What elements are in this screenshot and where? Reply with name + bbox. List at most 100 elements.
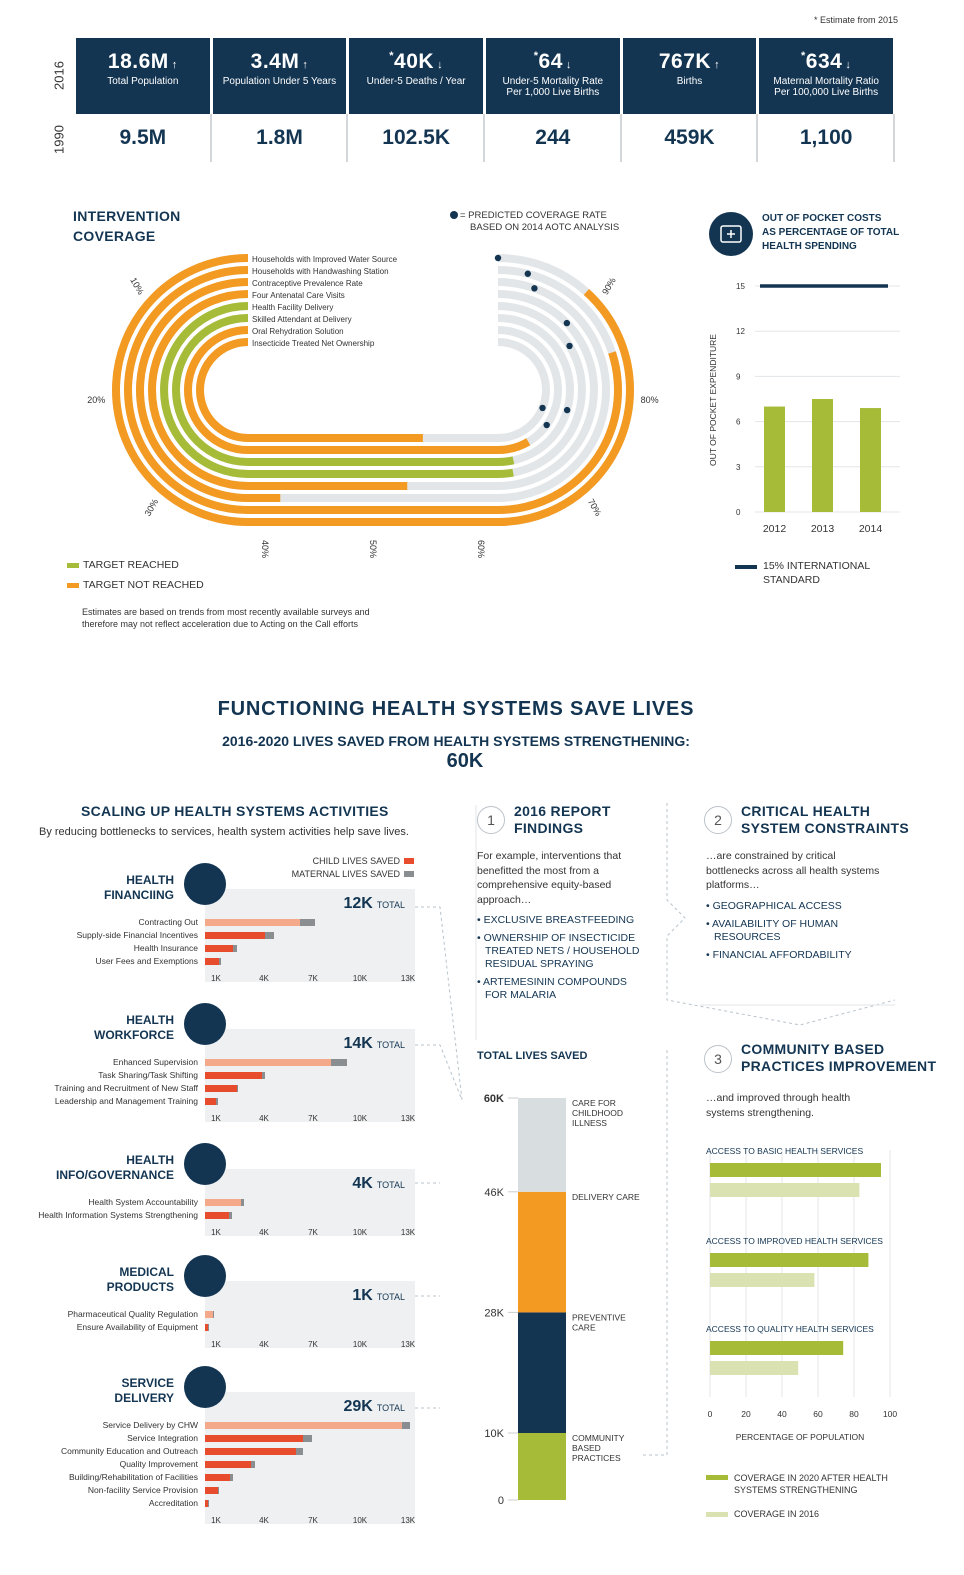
- scaling-total-word: TOTAL: [376, 1180, 405, 1190]
- coverage-2020-bar: [710, 1341, 844, 1355]
- scaling-category-icon: [184, 1003, 226, 1045]
- scaling-total: 12K TOTAL: [300, 895, 405, 913]
- scaling-category-name-2: WORKFORCE: [94, 1028, 174, 1042]
- maternal-lives-bar: [236, 1085, 239, 1092]
- maternal-lives-bar: [228, 1212, 232, 1219]
- predicted-dot-icon: [450, 211, 458, 219]
- child-lives-bar: [205, 1072, 262, 1079]
- lives-y-tick: 46K: [484, 1187, 504, 1199]
- scaling-category-icon: [184, 1366, 226, 1408]
- bullet-line: • FINANCIAL AFFORDABILITY: [706, 948, 852, 961]
- maternal-lives-bar: [230, 1474, 234, 1481]
- scaling-item-label: Training and Recruitment of New Staff: [54, 1083, 198, 1093]
- stat-value-1990: 1,100: [759, 114, 895, 162]
- intro-line: platforms…: [706, 879, 760, 891]
- child-lives-bar: [205, 1448, 297, 1455]
- maternal-lives-bar: [296, 1448, 303, 1455]
- maternal-lives-bar: [219, 958, 221, 965]
- scaling-axis-tick: 4K: [259, 1228, 269, 1237]
- scaling-category-name-2: INFO/GOVERNANCE: [55, 1168, 174, 1182]
- predicted-coverage-dot: [494, 254, 502, 262]
- oop-chart: 0 3 6 9 12 15 OUT OF POCKET EXPENDITURE 2012 201…: [708, 282, 900, 535]
- scaling-subtitle: By reducing bottlenecks to services, hea…: [39, 826, 409, 838]
- health-systems-subtitle: 2016-2020 LIVES SAVED FROM HEALTH SYSTEM…: [222, 733, 690, 749]
- community-title-1: COMMUNITY BASED: [741, 1041, 885, 1057]
- oop-y-tick: 9: [736, 372, 741, 381]
- stat-value-1990: 9.5M: [76, 114, 212, 162]
- scaling-axis-tick: 7K: [308, 974, 318, 983]
- scaling-item-label: Pharmaceutical Quality Regulation: [67, 1309, 198, 1319]
- scaling-category-name-2: PRODUCTS: [106, 1280, 174, 1294]
- findings-title-1: 2016 REPORT: [514, 803, 611, 819]
- stat-value-2016: 767K ↑: [623, 50, 757, 74]
- oop-legend-swatch: [735, 565, 757, 569]
- scaling-axis-tick: 1K: [211, 1228, 221, 1237]
- legend-maternal-label: MATERNAL LIVES SAVED: [291, 869, 400, 879]
- lives-segment-label-line: ILLNESS: [572, 1118, 607, 1128]
- stat-value: 767K: [658, 50, 712, 73]
- trend-arrow-icon: ↑: [302, 59, 309, 71]
- stat-value: 64: [538, 50, 563, 73]
- scaling-category-name-2: DELIVERY: [114, 1391, 174, 1405]
- scaling-total-word: TOTAL: [376, 1403, 405, 1413]
- intervention-track-chart: Households with Improved Water Source Hou…: [87, 254, 659, 558]
- scaling-total: 1K TOTAL: [300, 1287, 405, 1305]
- coverage-2016-bar: [710, 1361, 799, 1375]
- scaling-item-label: Supply-side Financial Incentives: [76, 930, 198, 940]
- scaling-category-name-2: FINANCIING: [104, 888, 174, 902]
- scaling-axis-tick: 10K: [352, 1340, 368, 1349]
- scaling-total-value: 12K: [343, 895, 373, 912]
- intro-line: bottlenecks across all health systems: [706, 864, 880, 877]
- legend-reached-swatch: [67, 563, 79, 568]
- child-lives-bar: [205, 1461, 251, 1468]
- maternal-lives-bar: [302, 1435, 313, 1442]
- track-label: Households with Improved Water Source: [252, 255, 398, 264]
- scaling-item-label: Community Education and Outreach: [60, 1446, 198, 1456]
- estimate-marker: *: [389, 50, 395, 62]
- community-category-label: ACCESS TO QUALITY HEALTH SERVICES: [706, 1324, 874, 1334]
- maternal-lives-bar: [250, 1461, 256, 1468]
- scaling-axis-tick: 4K: [259, 974, 269, 983]
- scaling-total-word: TOTAL: [376, 1292, 405, 1302]
- stat-value-2016: 3.4M ↑: [213, 50, 347, 74]
- scaling-category-icon: [184, 1255, 226, 1297]
- oop-y-tick: 15: [736, 282, 745, 291]
- lives-segment-label-line: PRACTICES: [572, 1453, 621, 1463]
- oop-x-label: 2014: [859, 523, 883, 535]
- scaling-total: 14K TOTAL: [300, 1035, 405, 1053]
- scaling-category-icon: [184, 863, 226, 905]
- stat-label: Under-5 Mortality Rate: [502, 76, 604, 87]
- oop-bar: [860, 408, 881, 512]
- estimate-marker: *: [533, 50, 539, 62]
- oop-y-tick: 0: [736, 508, 741, 517]
- stat-card-2016: *64 ↓ Under-5 Mortality Rate Per 1,000 Live…: [486, 38, 620, 114]
- child-lives-bar: [205, 1474, 231, 1481]
- scaling-item-label: User Fees and Exemptions: [95, 956, 198, 966]
- constraints-number: 2: [704, 806, 732, 834]
- legend-not-swatch: [67, 583, 79, 588]
- legend-2020-line-2: SYSTEMS STRENGTHENING: [734, 1485, 858, 1495]
- scaling-category-name-1: MEDICAL: [119, 1265, 174, 1279]
- community-title-2: PRACTICES IMPROVEMENT: [741, 1058, 937, 1074]
- coverage-footnote-2: therefore may not reflect acceleration d…: [82, 619, 358, 629]
- predicted-coverage-dot: [563, 406, 571, 414]
- scaling-item-label: Service Delivery by CHW: [102, 1420, 198, 1430]
- coverage-2016-bar: [710, 1273, 815, 1287]
- track-coverage-bar: [136, 278, 610, 502]
- coverage-2020-bar: [710, 1253, 869, 1267]
- stat-card-2016: 767K ↑ Births: [622, 38, 757, 114]
- health-systems-title: FUNCTIONING HEALTH SYSTEMS SAVE LIVES: [217, 698, 695, 720]
- bullet-line: • ARTEMESININ COMPOUNDS: [477, 976, 627, 988]
- child-lives-bar: [205, 919, 300, 926]
- stat-value-1990: 244: [486, 114, 622, 162]
- lives-segment-label: DELIVERY CARE: [572, 1192, 640, 1202]
- intro-line: For example, interventions that: [477, 850, 622, 862]
- child-lives-bar: [205, 1311, 213, 1318]
- oop-y-tick: 6: [736, 418, 741, 427]
- lives-segment-label-line: CARE FOR: [572, 1098, 616, 1108]
- track-label: Contraceptive Prevalence Rate: [252, 279, 363, 288]
- community-x-tick: 20: [741, 1409, 751, 1419]
- scaling-panel: [205, 1281, 415, 1348]
- findings-title-2: FINDINGS: [514, 820, 584, 836]
- track-tick-label: 50%: [368, 540, 378, 558]
